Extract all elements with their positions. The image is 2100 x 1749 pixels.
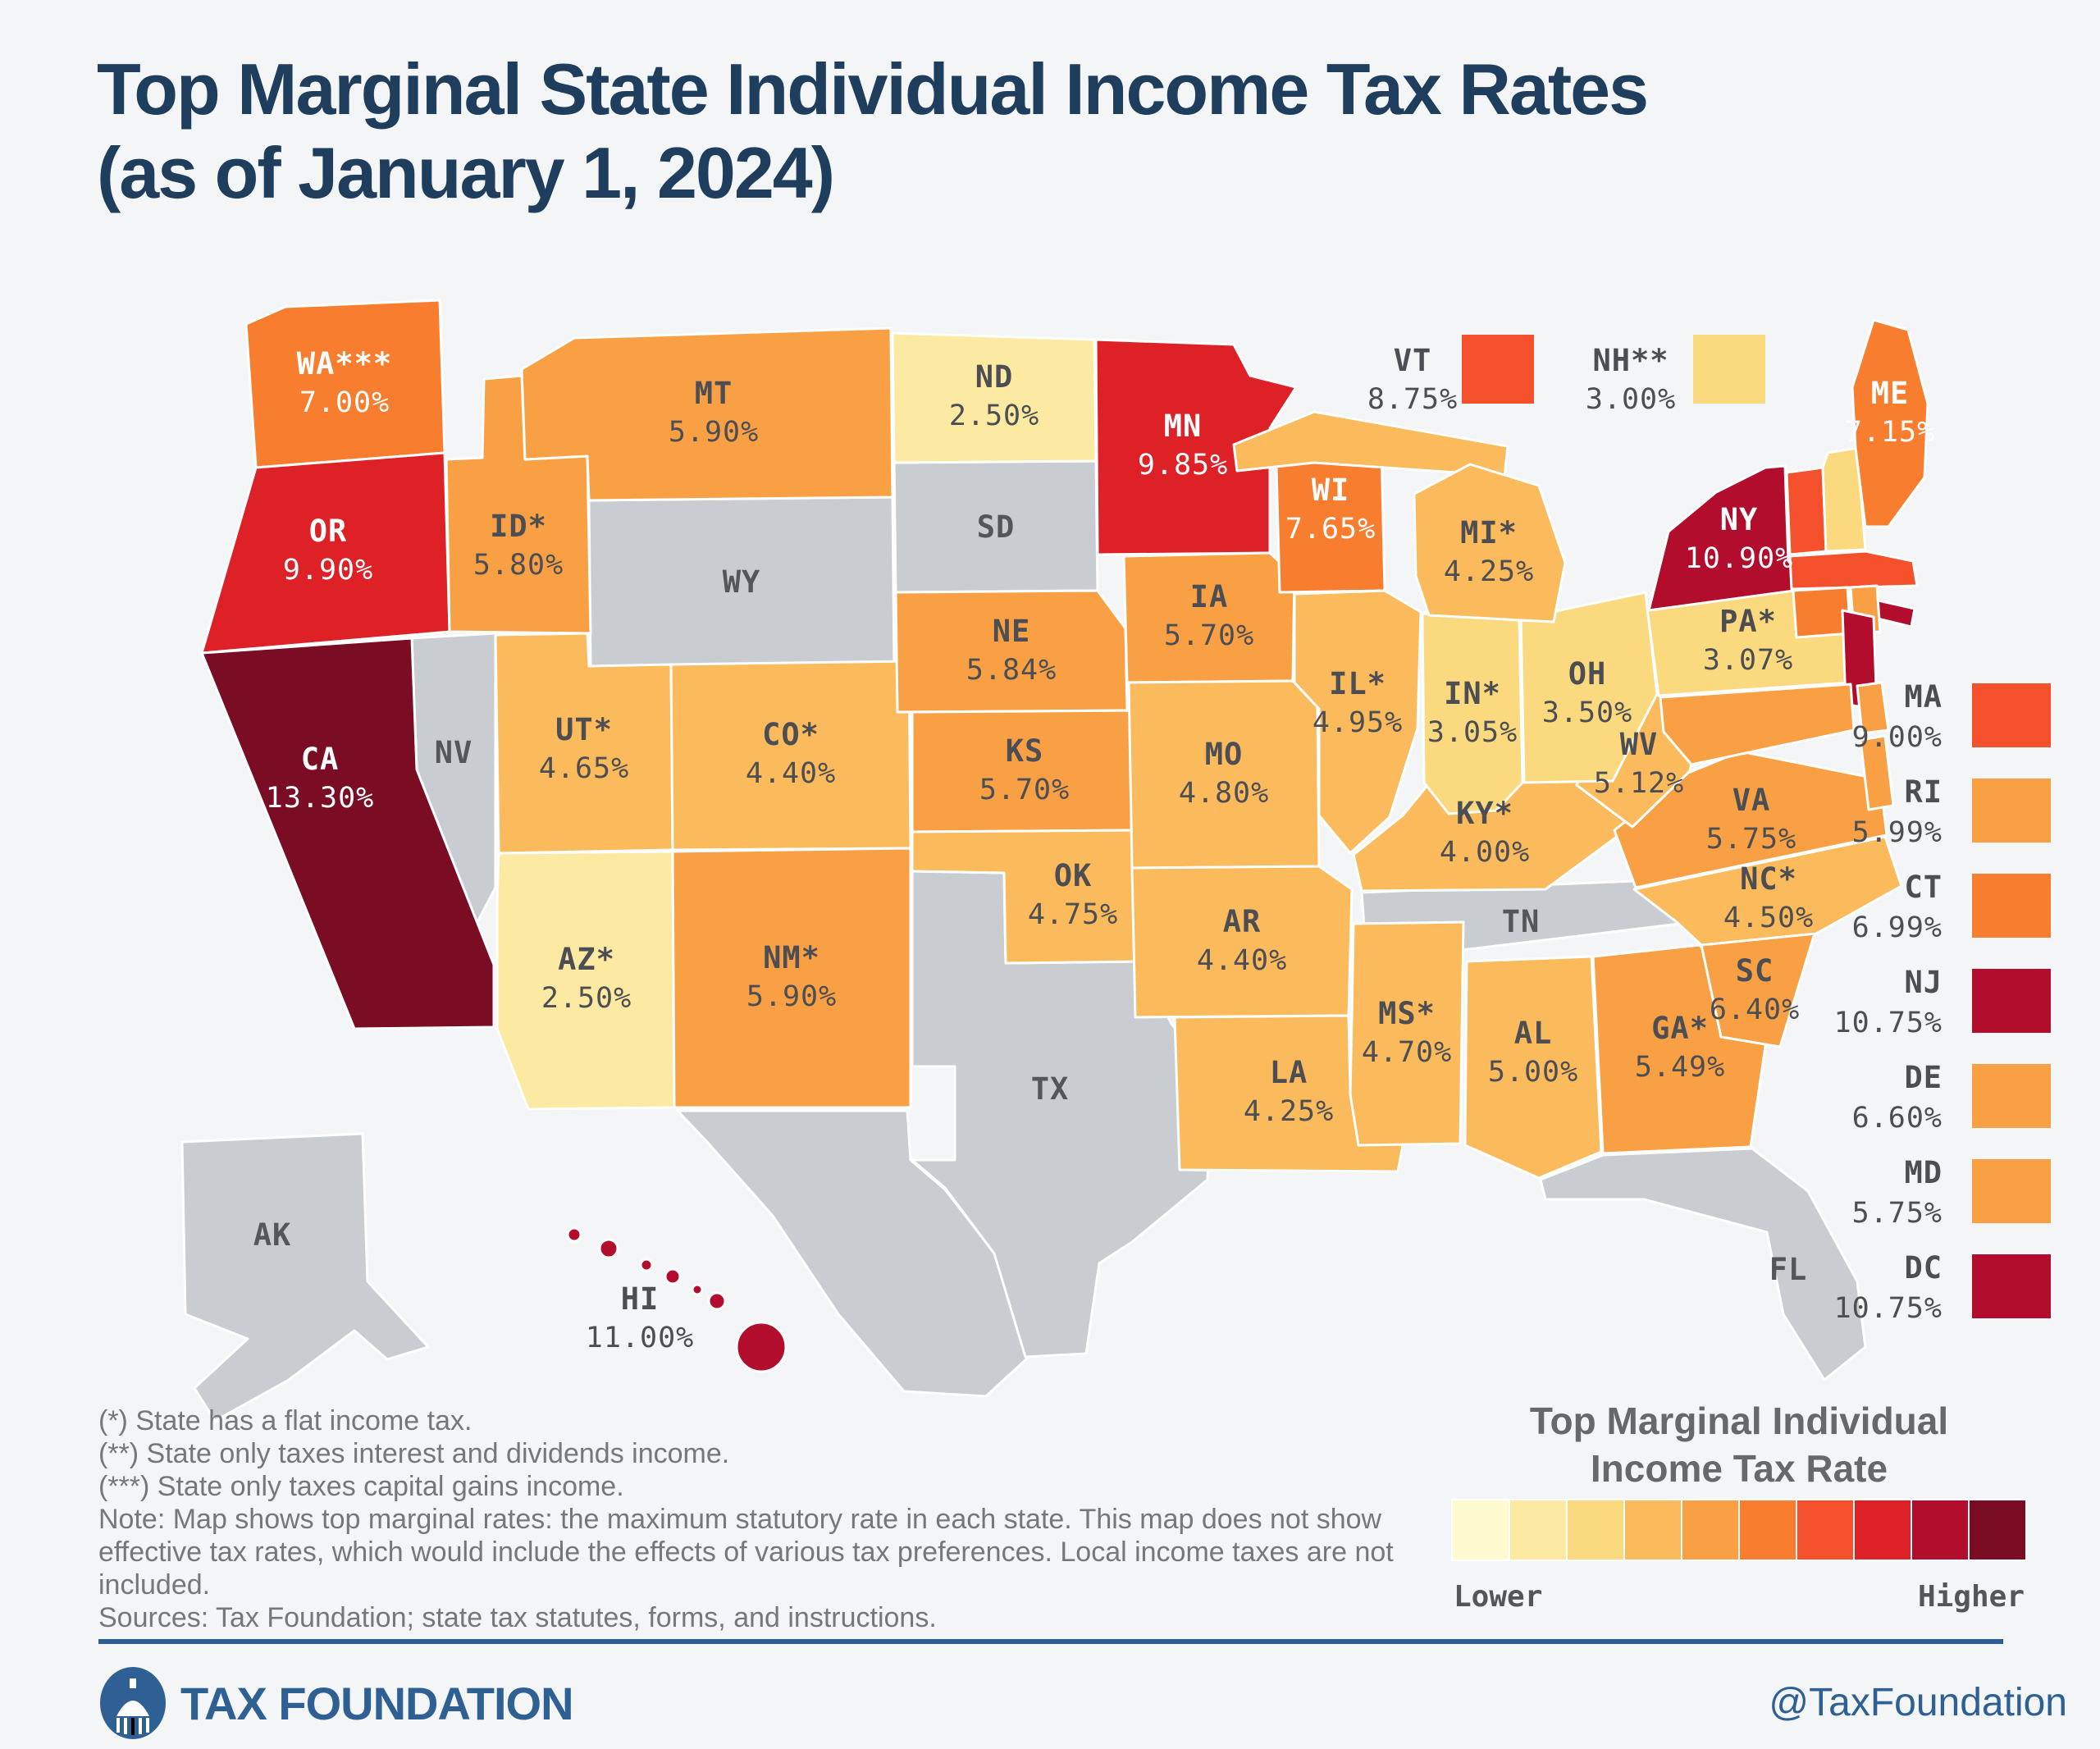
de-color-swatch	[1972, 1064, 2051, 1128]
legend-cell-9	[1911, 1499, 1970, 1561]
state-mn	[1094, 338, 1298, 556]
mexico-landmass	[676, 1109, 1029, 1398]
ct-abbr-label: CT	[1904, 870, 1942, 905]
map-legend: Top Marginal Individual Income Tax Rate …	[1451, 1400, 2027, 1614]
ri-abbr-label: RI	[1904, 774, 1942, 810]
footnote-interest-dividends: (**) State only taxes interest and divid…	[98, 1438, 730, 1469]
state-wa	[244, 299, 446, 469]
nh-rate-label: 3.00%	[1586, 383, 1676, 416]
state-ma	[1788, 550, 1919, 591]
legend-cell-2	[1509, 1499, 1568, 1561]
de-rate-label: 6.60%	[1852, 1102, 1942, 1135]
legend-cell-6	[1738, 1499, 1797, 1561]
state-nd	[891, 331, 1098, 464]
state-co	[669, 660, 912, 852]
md-color-swatch	[1972, 1159, 2051, 1223]
state-ms	[1349, 920, 1465, 1147]
state-mt	[520, 327, 894, 502]
capitol-dome-icon	[100, 1667, 166, 1739]
legend-title-line-1: Top Marginal Individual	[1530, 1400, 1948, 1442]
state-il	[1293, 589, 1422, 855]
legend-cell-7	[1796, 1499, 1855, 1561]
legend-cell-8	[1853, 1499, 1912, 1561]
state-az	[495, 850, 676, 1111]
state-md	[1659, 683, 1856, 766]
dc-abbr-label: DC	[1904, 1250, 1942, 1285]
vt-rate-label: 8.75%	[1367, 383, 1458, 416]
ri-color-swatch	[1972, 779, 2051, 843]
legend-title-line-2: Income Tax Rate	[1591, 1447, 1888, 1490]
ct-rate-label: 6.99%	[1852, 911, 1942, 944]
state-fl	[1539, 1147, 1867, 1381]
legend-cell-3	[1566, 1499, 1625, 1561]
md-rate-label: 5.75%	[1852, 1197, 1942, 1230]
footnote-sources: Sources: Tax Foundation; state tax statu…	[98, 1602, 937, 1633]
footnotes: (*) State has a flat income tax. (**) St…	[98, 1404, 1395, 1634]
state-me	[1851, 318, 1929, 528]
state-mi	[1413, 463, 1567, 623]
vt-color-swatch	[1462, 335, 1534, 404]
page-title: Top Marginal State Individual Income Tax…	[97, 48, 1649, 215]
state-ne	[894, 589, 1129, 714]
state-vt	[1785, 466, 1828, 556]
state-sc	[1700, 932, 1816, 1048]
title-line-1: Top Marginal State Individual Income Tax…	[97, 48, 1649, 130]
state-oh	[1519, 591, 1659, 784]
nj-color-swatch	[1972, 969, 2051, 1033]
legend-cell-5	[1681, 1499, 1740, 1561]
ct-color-swatch	[1972, 874, 2051, 938]
state-in	[1421, 612, 1524, 815]
legend-higher-label: Higher	[1918, 1580, 2025, 1614]
md-abbr-label: MD	[1904, 1155, 1942, 1190]
nh-callout: NH** 3.00%	[1586, 335, 1765, 416]
state-ks	[911, 709, 1139, 833]
legend-cell-10	[1968, 1499, 2027, 1561]
legend-lower-label: Lower	[1454, 1580, 1542, 1614]
hi-abbr-label: HI	[621, 1281, 660, 1317]
state-hi	[566, 1226, 788, 1373]
de-abbr-label: DE	[1904, 1060, 1942, 1095]
ma-abbr-label: MA	[1904, 679, 1942, 715]
vt-callout: VT 8.75%	[1367, 335, 1534, 416]
title-line-2: (as of January 1, 2024)	[97, 132, 835, 213]
state-nc	[1632, 835, 1903, 947]
nj-rate-label: 10.75%	[1834, 1007, 1942, 1039]
state-al	[1463, 955, 1603, 1180]
state-md-eastern-shore	[1859, 734, 1895, 811]
footnote-capital-gains: (***) State only taxes capital gains inc…	[98, 1471, 624, 1502]
nh-color-swatch	[1693, 335, 1765, 404]
state-ia	[1122, 551, 1296, 684]
vt-abbr-label: VT	[1394, 343, 1432, 378]
state-or	[200, 451, 451, 655]
state-ak	[180, 1132, 430, 1422]
state-mo	[1127, 679, 1321, 870]
social-handle: @TaxFoundation	[1769, 1681, 2067, 1724]
state-wy	[587, 495, 896, 668]
state-sd	[892, 459, 1099, 594]
legend-cell-4	[1623, 1499, 1682, 1561]
state-ar	[1130, 865, 1354, 1019]
state-de	[1856, 681, 1890, 735]
state-ca	[200, 637, 495, 1030]
legend-cell-1	[1451, 1499, 1510, 1561]
footnote-note: Note: Map shows top marginal rates: the …	[98, 1504, 1394, 1601]
ma-color-swatch	[1972, 683, 2051, 747]
state-ut	[494, 632, 674, 855]
logo-wordmark: TAX FOUNDATION	[180, 1677, 574, 1729]
state-nm	[671, 847, 912, 1109]
dc-color-swatch	[1972, 1254, 2051, 1318]
footer-divider	[98, 1639, 2003, 1644]
nj-abbr-label: NJ	[1904, 965, 1942, 1000]
hi-rate-label: 11.00%	[586, 1322, 694, 1354]
footnote-flat-tax: (*) State has a flat income tax.	[98, 1405, 472, 1436]
nh-abbr-label: NH**	[1592, 343, 1669, 378]
tax-foundation-logo: TAX FOUNDATION	[98, 1665, 574, 1741]
